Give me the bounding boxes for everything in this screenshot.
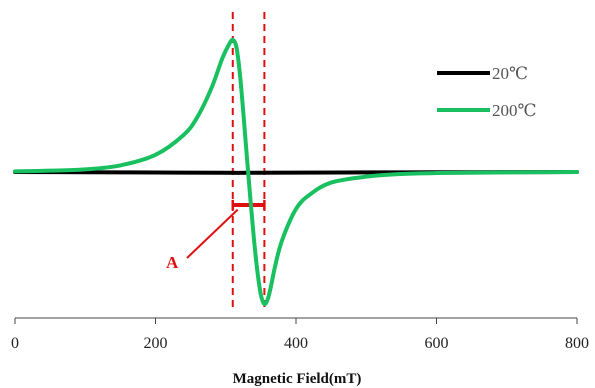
series-line-2 xyxy=(13,37,579,307)
x-tick-label-600: 600 xyxy=(425,335,449,352)
legend-label-2: 200℃ xyxy=(492,101,537,120)
x-tick-label-400: 400 xyxy=(284,335,308,352)
annotation-label: A xyxy=(166,253,179,272)
x-tick-label-0: 0 xyxy=(11,335,19,352)
series-lines xyxy=(13,37,579,307)
legend: 20℃ 200℃ xyxy=(437,64,537,120)
x-axis: 0 200 400 600 800 xyxy=(11,317,589,352)
x-tick-label-200: 200 xyxy=(144,335,168,352)
annotation: A xyxy=(166,208,239,272)
annotation-pointer xyxy=(186,208,239,259)
x-axis-title: Magnetic Field(mT) xyxy=(233,371,362,387)
x-tick-label-800: 800 xyxy=(565,335,589,352)
legend-label-1: 20℃ xyxy=(492,64,528,83)
measurement-markers xyxy=(231,12,266,308)
